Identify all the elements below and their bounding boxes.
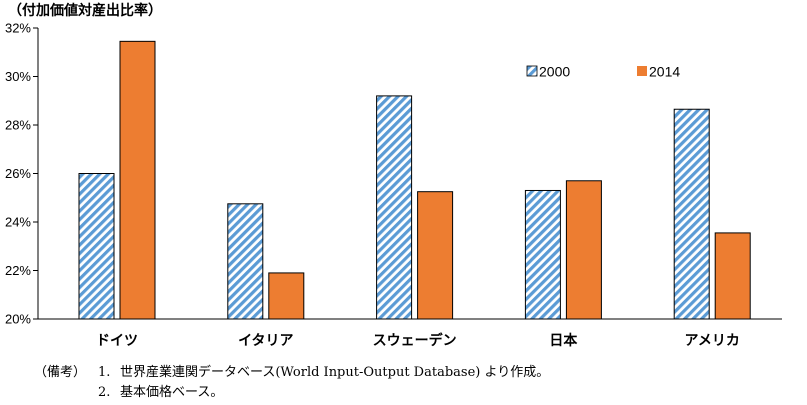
legend-label-2014: 2014 bbox=[649, 64, 680, 80]
note-1-text: 世界産業連関データベース(World Input-Output Database… bbox=[120, 365, 550, 380]
y-tick-label: 32% bbox=[5, 21, 31, 36]
bar-2014-4 bbox=[714, 232, 751, 320]
x-category-label: スウェーデン bbox=[373, 332, 457, 349]
note-row-1: （備考） 1. 世界産業連関データベース(World Input-Output … bbox=[34, 363, 549, 383]
bar-2000-0 bbox=[78, 173, 115, 320]
y-tick-label: 28% bbox=[5, 118, 31, 133]
bar-chart: （付加価値対産出比率） 20% 22% 24% 26% 28% 30% 32% ドイツ イタリ… bbox=[5, 2, 782, 349]
legend-label-2000: 2000 bbox=[539, 64, 570, 80]
y-axis: 20% 22% 24% 26% 28% 30% 32% bbox=[5, 21, 39, 327]
legend: 2000 2014 bbox=[526, 64, 680, 80]
x-category-label: イタリア bbox=[238, 333, 293, 349]
y-tick-label: 20% bbox=[5, 312, 31, 327]
bar-2000-4 bbox=[673, 108, 710, 320]
note-row-2: 2. 基本価格ベース。 bbox=[34, 383, 549, 403]
y-tick-label: 30% bbox=[5, 69, 31, 84]
x-category-label: 日本 bbox=[549, 332, 578, 349]
y-tick-label: 24% bbox=[5, 215, 31, 230]
notes: （備考） 1. 世界産業連関データベース(World Input-Output … bbox=[34, 363, 549, 403]
x-axis: ドイツ イタリア スウェーデン 日本 アメリカ bbox=[38, 318, 782, 349]
note-2-text: 基本価格ベース。 bbox=[120, 385, 224, 400]
x-category-label: ドイツ bbox=[96, 333, 138, 349]
bar-2000-2 bbox=[376, 95, 413, 320]
y-tick-label: 26% bbox=[5, 166, 31, 181]
bar-2014-1 bbox=[268, 272, 305, 320]
note-1-number: 1. bbox=[98, 365, 111, 380]
bar-2000-3 bbox=[524, 189, 561, 320]
x-category-label: アメリカ bbox=[685, 333, 740, 349]
legend-swatch-2014 bbox=[637, 66, 647, 76]
bar-2000-1 bbox=[227, 203, 264, 320]
bar-2014-3 bbox=[565, 180, 602, 320]
bars bbox=[78, 40, 751, 320]
note-2-number: 2. bbox=[98, 385, 111, 400]
y-tick-label: 22% bbox=[5, 263, 31, 278]
notes-lead: （備考） bbox=[34, 365, 87, 380]
bar-2014-0 bbox=[119, 40, 156, 320]
bar-2014-2 bbox=[417, 191, 454, 320]
unit-label: （付加価値対産出比率） bbox=[8, 2, 162, 19]
legend-swatch-2000 bbox=[526, 65, 538, 77]
